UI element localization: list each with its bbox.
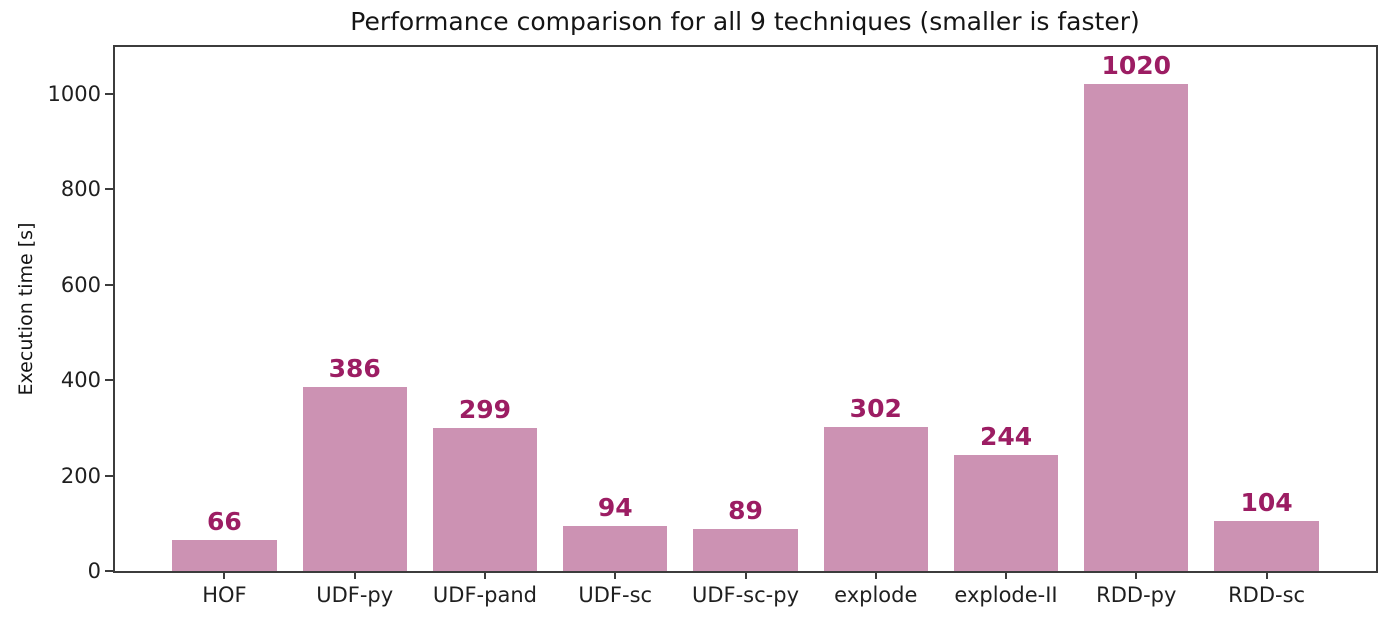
y-tick-label-1000: 1000 (47, 81, 101, 106)
bar-UDF-sc-py (693, 528, 798, 571)
x-tick-mark (223, 571, 226, 579)
bar-RDD-py (1084, 84, 1189, 571)
bar-UDF-py (302, 386, 407, 571)
bar-UDF-pand (432, 428, 538, 571)
bar-explode-II (953, 454, 1059, 571)
bar-UDF-sc (563, 526, 668, 571)
x-tick-mark (1005, 571, 1008, 579)
x-tick-mark (614, 571, 617, 579)
x-tick-mark (1135, 571, 1138, 579)
x-tick-mark (1265, 571, 1268, 579)
y-tick-mark (105, 570, 113, 572)
y-axis-label: Execution time [s] (15, 222, 37, 396)
y-tick-label-600: 600 (60, 272, 101, 297)
y-tick-mark (105, 188, 113, 191)
x-tick-mark (353, 571, 356, 579)
x-tick-label-UDF-sc: UDF-sc (578, 583, 653, 607)
x-tick-label-RDD-py: RDD-py (1096, 583, 1177, 607)
bar-explode (823, 426, 928, 571)
x-tick-label-UDF-pand: UDF-pand (432, 583, 537, 607)
chart-title: Performance comparison for all 9 techniq… (350, 7, 1140, 36)
bar-RDD-sc (1214, 521, 1319, 571)
value-label-explode: 302 (849, 393, 902, 423)
y-tick-label-400: 400 (60, 368, 101, 393)
value-label-UDF-py: 386 (328, 353, 381, 383)
value-label-HOF: 66 (207, 506, 242, 536)
value-label-UDF-sc-py: 89 (728, 495, 763, 525)
y-tick-mark (105, 379, 113, 382)
plot-area: 66 HOF 386 UDF-py 299 UDF-pand 94 UDF-sc 89 UDF-s… (48, 45, 1378, 607)
x-tick-mark (744, 571, 747, 579)
bar-HOF (172, 539, 277, 571)
y-tick-label-800: 800 (60, 177, 101, 202)
x-tick-label-HOF: HOF (202, 583, 247, 607)
x-tick-label-UDF-py: UDF-py (316, 583, 394, 607)
x-tick-label-RDD-sc: RDD-sc (1228, 583, 1306, 607)
y-tick-label-0: 0 (87, 559, 101, 583)
value-label-UDF-pand: 299 (458, 395, 512, 425)
x-tick-label-UDF-sc-py: UDF-sc-py (691, 583, 800, 607)
x-tick-label-explode-II: explode-II (954, 583, 1058, 607)
y-tick-mark (105, 92, 113, 95)
y-tick-mark (105, 474, 113, 477)
x-tick-label-explode: explode (834, 583, 918, 607)
x-tick-mark (874, 571, 877, 579)
value-label-UDF-sc: 94 (597, 493, 633, 523)
value-label-RDD-py: 1020 (1101, 51, 1172, 81)
y-tick-label-200: 200 (60, 463, 101, 488)
value-label-RDD-sc: 104 (1240, 488, 1293, 518)
y-tick-mark (105, 283, 113, 286)
value-label-explode-II: 244 (979, 421, 1033, 451)
x-tick-mark (483, 571, 486, 579)
